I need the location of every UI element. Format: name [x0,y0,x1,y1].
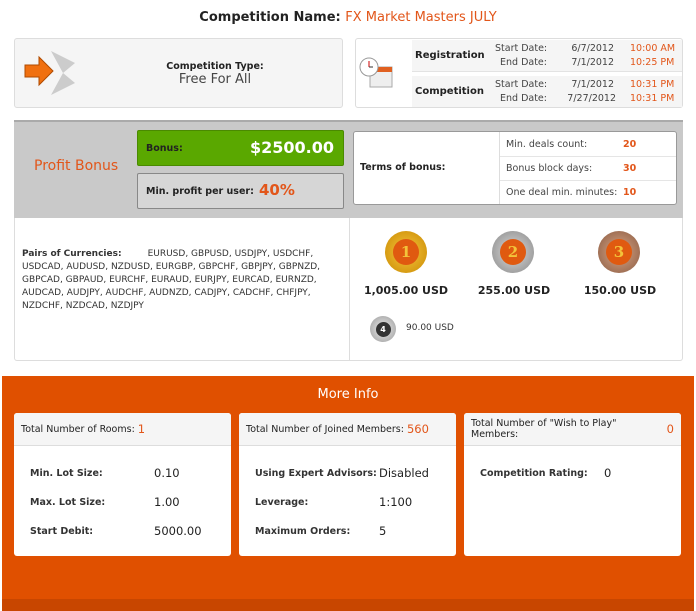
fourth-place-icon: 4 [370,316,396,342]
term-value: 10 [623,187,637,198]
prize-amount: 255.00 USD [477,284,551,297]
terms-label: Terms of bonus: [360,162,446,173]
start-label: Start Date: [495,79,548,90]
prize-1: 1 [385,231,427,273]
calendar-clock-icon [359,57,393,88]
info-value: 5 [379,524,387,538]
start-time: 10:00 AM [630,43,676,54]
min-profit-value: 40% [259,181,295,199]
info-label: Maximum Orders: [255,526,351,537]
start-label: Start Date: [495,43,548,54]
info-label: Max. Lot Size: [30,497,106,508]
registration-row: Registration Start Date: End Date: 6/7/2… [412,40,682,72]
info-value: 0 [604,466,612,480]
bonus-value: $2500.00 [249,138,334,157]
min-profit-box: Min. profit per user: 40% [137,173,344,209]
info-label: Competition Rating: [480,468,588,479]
bronze-medal-icon: 3 [598,231,640,273]
info-value: 1.00 [154,495,180,509]
competition-type-panel: Competition Type: Free For All [14,38,343,108]
bonus-label: Bonus: [146,143,183,154]
end-time: 10:31 PM [630,93,675,104]
competition-type-value: Free For All [178,72,252,87]
rooms-label: Total Number of Rooms: [21,423,135,435]
term-value: 20 [623,139,637,150]
rooms-card: Total Number of Rooms: 1 Min. Lot Size: 0… [14,413,231,556]
term-value: 30 [623,163,637,174]
gold-medal-icon: 1 [385,231,427,273]
wish-value: 0 [666,422,674,436]
start-date: 6/7/2012 [571,43,614,54]
pairs-value: EURUSD, GBPUSD, USDJPY, USDCHF, USDCAD, … [22,249,321,311]
wish-to-play-card: Total Number of "Wish to Play" Members: 0… [464,413,681,556]
end-date: 7/27/2012 [567,93,616,104]
members-card: Total Number of Joined Members: 560 Using… [239,413,456,556]
end-label: End Date: [500,57,547,68]
min-profit-label: Min. profit per user: [146,186,254,197]
wish-label: Total Number of "Wish to Play" Members: [471,418,617,440]
info-value: 1:100 [379,495,413,509]
info-value: 5000.00 [154,524,202,538]
competition-row: Competition Start Date: End Date: 7/1/20… [412,76,682,107]
profit-bonus-panel: Profit Bonus Bonus: $2500.00 Min. profit… [14,120,683,218]
schedule-panel: Registration Start Date: End Date: 6/7/2… [355,38,683,108]
end-label: End Date: [500,93,547,104]
silver-medal-icon: 2 [492,231,534,273]
prize-3: 3 [598,231,640,273]
info-label: Min. Lot Size: [30,468,103,479]
prize-amount: 150.00 USD [583,284,657,297]
info-value: 0.10 [154,466,180,480]
info-label: Using Expert Advisors: [255,468,377,479]
prize-amount: 90.00 USD [406,323,454,333]
competition-name: FX Market Masters JULY [345,10,497,25]
start-time: 10:31 PM [630,79,675,90]
pairs-of-currencies: Pairs of Currencies: EURUSD, GBPUSD, USDJ… [22,248,342,313]
term-label: Bonus block days: [506,163,593,174]
end-date: 7/1/2012 [571,57,614,68]
registration-label: Registration [415,50,485,61]
prize-2: 2 [492,231,534,273]
page-title: Competition Name: FX Market Masters JULY [0,10,696,25]
terms-box: Terms of bonus: Min. deals count: 20 Bon… [353,131,677,205]
pairs-label: Pairs of Currencies: [22,249,122,259]
info-value: Disabled [379,466,429,480]
rooms-value: 1 [137,422,146,436]
info-label: Leverage: [255,497,309,508]
competition-label: Competition [415,86,484,97]
term-label: Min. deals count: [506,139,588,150]
pairs-prizes-panel: Pairs of Currencies: EURUSD, GBPUSD, USDJ… [14,218,683,361]
end-time: 10:25 PM [630,57,675,68]
orange-arrow-icon [24,51,75,95]
start-date: 7/1/2012 [571,79,614,90]
members-value: 560 [406,422,429,436]
competition-type-label: Competition Type: [166,61,264,72]
members-label: Total Number of Joined Members: [246,423,404,435]
bonus-box: Bonus: $2500.00 [137,130,344,166]
info-label: Start Debit: [30,526,94,537]
prize-amount: 1,005.00 USD [363,284,449,297]
more-info-title: More Info [317,387,379,402]
term-label: One deal min. minutes: [506,187,618,198]
title-label: Competition Name: [199,10,341,25]
profit-bonus-title: Profit Bonus [34,158,119,174]
